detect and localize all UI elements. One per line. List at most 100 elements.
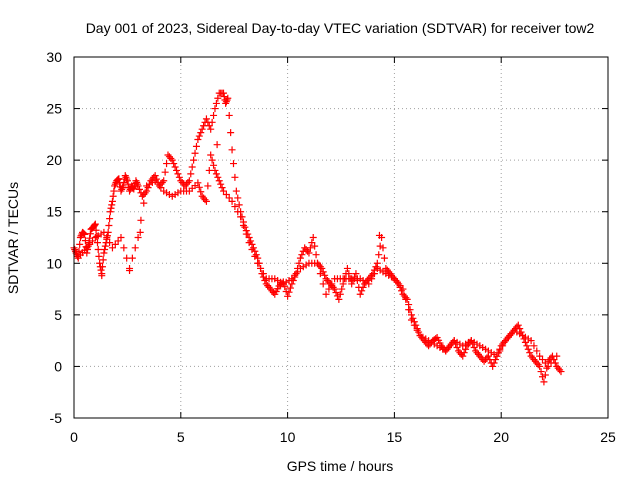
data-point [553, 352, 561, 360]
data-point [168, 156, 176, 164]
data-point [375, 231, 383, 239]
data-point [234, 194, 242, 202]
data-point [409, 314, 417, 322]
data-point [122, 173, 130, 181]
data-point [556, 366, 564, 374]
data-point [228, 146, 236, 154]
data-point [91, 220, 99, 228]
data-point [98, 272, 106, 280]
data-point [214, 94, 222, 102]
data-point [257, 264, 265, 272]
data-point [167, 154, 175, 162]
y-tick-label: 10 [46, 255, 62, 271]
data-point [194, 179, 202, 187]
data-point [494, 349, 502, 357]
data-point [213, 141, 221, 149]
data-point [329, 283, 337, 291]
data-point [296, 254, 304, 262]
data-point [173, 166, 181, 174]
data-point [202, 197, 210, 205]
data-point [201, 196, 209, 204]
data-point [222, 99, 230, 107]
data-point [543, 364, 551, 372]
data-point [489, 362, 497, 370]
data-point [229, 160, 237, 168]
data-point [514, 321, 522, 329]
y-tick-label: 30 [46, 49, 62, 65]
data-point [527, 337, 535, 345]
data-point [133, 178, 141, 186]
data-point [557, 368, 565, 376]
data-point [223, 96, 231, 104]
data-point [126, 187, 134, 195]
data-point [111, 182, 119, 190]
grid-lines [74, 57, 608, 418]
data-point [103, 232, 111, 240]
data-point [490, 359, 498, 367]
data-point [321, 271, 329, 279]
data-point [284, 292, 292, 300]
data-point [537, 368, 545, 376]
data-point [318, 264, 326, 272]
data-point [140, 199, 148, 207]
data-point [120, 244, 128, 252]
data-point [195, 183, 203, 191]
data-point [171, 163, 179, 171]
data-point [210, 161, 218, 169]
data-point [197, 129, 205, 137]
data-point [395, 280, 403, 288]
data-point [76, 234, 84, 241]
data-point [248, 246, 256, 254]
data-point [338, 285, 346, 293]
data-point [241, 223, 249, 231]
data-point [261, 276, 269, 284]
data-point [161, 168, 169, 176]
data-point [100, 228, 108, 236]
data-point [208, 156, 216, 164]
data-point [108, 197, 116, 205]
data-point [170, 160, 178, 168]
data-point [106, 239, 114, 247]
data-point [352, 270, 360, 278]
data-point [492, 356, 500, 364]
data-point [208, 118, 216, 126]
data-point [141, 189, 149, 197]
scatter-points [70, 89, 565, 386]
data-point [220, 89, 228, 97]
data-point [191, 149, 199, 157]
data-point [336, 290, 344, 298]
data-point [174, 170, 182, 178]
data-point [530, 342, 538, 350]
data-point [379, 244, 387, 252]
data-point [358, 287, 366, 295]
data-point [136, 228, 144, 236]
data-point [224, 94, 232, 102]
data-point [133, 180, 141, 188]
data-point [251, 252, 259, 260]
data-point [305, 249, 313, 257]
data-point [536, 362, 544, 370]
data-point [106, 215, 114, 223]
data-point [316, 270, 324, 278]
data-point [413, 326, 421, 334]
data-point [402, 295, 410, 303]
data-point [359, 283, 367, 291]
y-tick-label: 15 [46, 204, 62, 220]
data-point [198, 125, 206, 133]
data-point [109, 192, 117, 200]
data-point [306, 244, 314, 252]
data-point [91, 221, 99, 229]
data-point [212, 99, 220, 107]
data-point [163, 160, 171, 168]
data-point [215, 177, 223, 185]
data-point [254, 259, 262, 267]
data-point [319, 280, 327, 288]
data-point [375, 251, 383, 259]
data-point [75, 247, 83, 255]
data-point [540, 378, 548, 386]
data-point [410, 321, 418, 329]
data-point [534, 361, 542, 369]
x-tick-label: 20 [493, 429, 509, 445]
data-point [84, 242, 92, 250]
data-point [188, 163, 196, 171]
